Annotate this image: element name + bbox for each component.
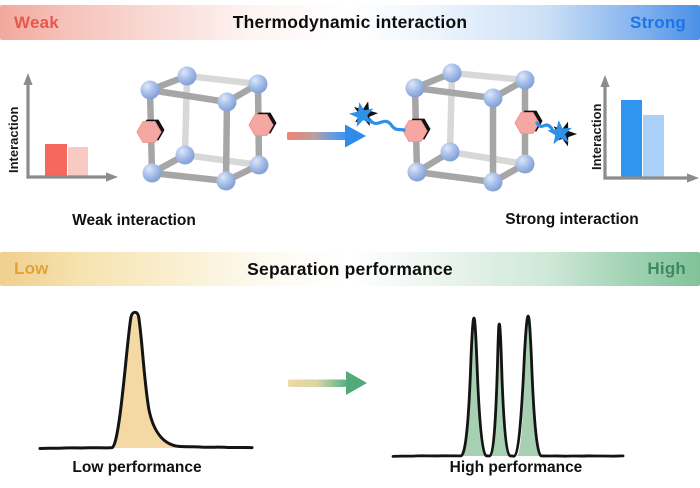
banner-separation-performance: Separation performance Low High	[0, 252, 700, 286]
strong-bar-2	[643, 115, 664, 178]
gradient-arrow-right-icon	[287, 124, 366, 148]
weak-chart-y-axis-label: Interaction	[6, 106, 21, 173]
guest-star-icon	[349, 101, 378, 127]
metal-node-spheres	[405, 63, 535, 192]
low-performance-chromatogram	[38, 310, 254, 450]
strong-interaction-caption: Strong interaction	[505, 211, 639, 228]
guest-star-icon	[547, 120, 578, 147]
banner-thermodynamic-interaction: Thermodynamic interaction Weak Strong	[0, 5, 700, 40]
linker-hexagon-icon	[248, 112, 277, 136]
binding-squiggle-left	[368, 118, 406, 132]
gradient-arrow-right-icon	[288, 371, 367, 395]
binding-squiggle-right	[535, 121, 554, 131]
broad-peak-trace	[38, 310, 254, 450]
weak-chart-x-arrow-icon	[106, 172, 118, 182]
mof-cube-weak	[136, 66, 277, 191]
banner-weak-label: Weak	[14, 12, 59, 32]
cube-back-edges	[446, 69, 529, 168]
high-performance-chromatogram	[391, 314, 625, 458]
cube-front-edges	[411, 69, 529, 186]
banner-bottom-title: Separation performance	[247, 258, 453, 279]
linker-hexagon-icon	[136, 119, 165, 143]
strong-chart-x-arrow-icon	[687, 173, 699, 183]
low-performance-caption: Low performance	[72, 459, 202, 476]
strong-bar-1	[621, 100, 642, 178]
metal-node-spheres	[140, 66, 269, 191]
banner-top-title: Thermodynamic interaction	[232, 12, 468, 32]
high-performance-caption: High performance	[449, 459, 583, 476]
weak-chart-y-arrow-icon	[23, 73, 33, 85]
cube-back-edges	[181, 72, 263, 169]
mof-cube-strong	[349, 63, 578, 192]
weak-bar-1	[45, 144, 67, 177]
banner-low-label: Low	[14, 259, 49, 278]
weak-interaction-bar-chart: Interaction	[6, 73, 118, 182]
strong-chart-y-axis-label: Interaction	[589, 103, 604, 170]
strong-interaction-bar-chart: Interaction	[589, 75, 699, 183]
broad-peak-fill	[114, 315, 185, 448]
banner-high-label: High	[647, 259, 686, 278]
linker-hexagon-icon	[514, 110, 543, 134]
sharp-peaks-trace	[391, 314, 625, 458]
weak-bar-2	[68, 147, 88, 177]
weak-interaction-caption: Weak interaction	[72, 212, 196, 229]
strong-chart-y-arrow-icon	[600, 75, 610, 87]
banner-strong-label: Strong	[630, 12, 686, 32]
linker-hexagon-icon	[402, 118, 431, 142]
